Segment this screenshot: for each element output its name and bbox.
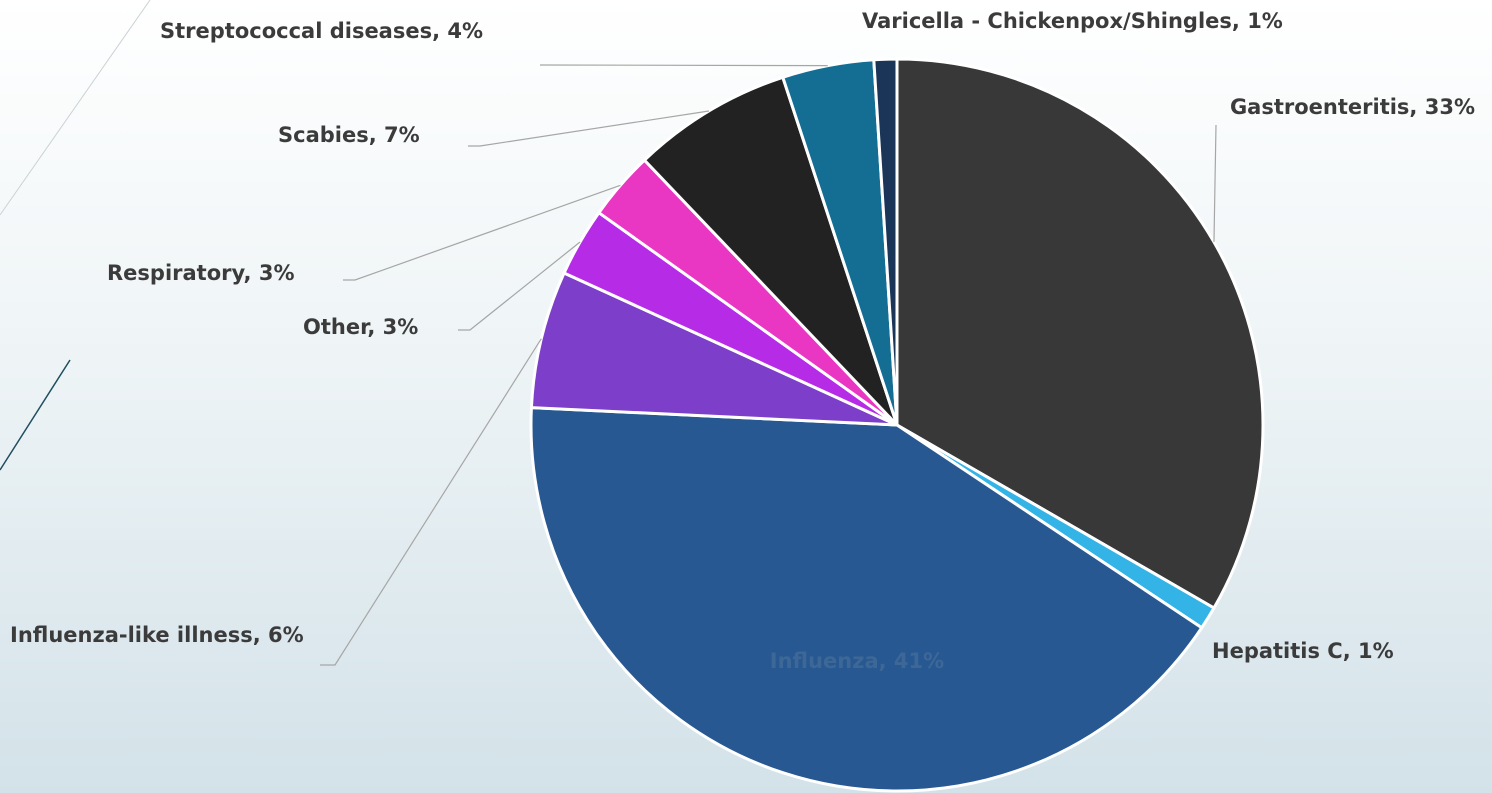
data-label: Respiratory, 3% [107, 261, 295, 285]
decor-line [0, 0, 151, 216]
leader-line [458, 241, 581, 331]
pie-slice [529, 406, 1204, 793]
leader-line [320, 338, 542, 666]
data-label: Other, 3% [303, 315, 418, 339]
data-label: Scabies, 7% [278, 123, 420, 147]
data-label: Streptococcal diseases, 4% [160, 19, 483, 43]
pie-slice [529, 271, 899, 427]
leader-line [1213, 124, 1217, 243]
data-label: Gastroenteritis, 33% [1230, 95, 1475, 119]
pie-slice [872, 57, 899, 427]
data-label: Influenza, 41% [770, 649, 944, 673]
leader-line [468, 110, 710, 147]
decor-line [0, 359, 71, 471]
data-label: Hepatitis C, 1% [1212, 639, 1394, 663]
data-label: Varicella - Chickenpox/Shingles, 1% [862, 9, 1283, 33]
leader-line [343, 184, 621, 281]
pie-slice [895, 57, 1265, 610]
data-label: Influenza-like illness, 6% [10, 623, 304, 647]
pie-slice [642, 75, 899, 427]
leader-line [539, 64, 828, 67]
